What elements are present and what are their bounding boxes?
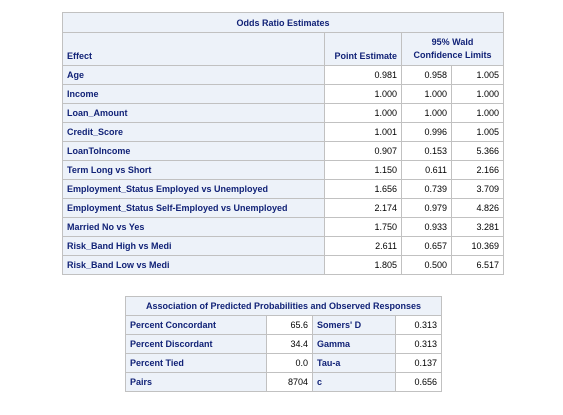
lower-limit-value: 0.153 bbox=[401, 141, 452, 161]
effect-label: Income bbox=[62, 84, 325, 104]
confidence-header-line1: 95% Wald bbox=[431, 37, 474, 47]
table-row: Credit_Score 1.001 0.996 1.005 bbox=[62, 122, 505, 142]
statistic-label: Gamma bbox=[312, 334, 396, 354]
statistic-value: 34.4 bbox=[266, 334, 313, 354]
statistic-value: 0.137 bbox=[394, 353, 443, 373]
association-title: Association of Predicted Probabilities a… bbox=[124, 296, 443, 316]
statistic-value: 0.313 bbox=[394, 334, 443, 354]
statistic-label: Somers' D bbox=[312, 315, 396, 335]
table-row: LoanToIncome 0.907 0.153 5.366 bbox=[62, 141, 505, 161]
table-row: Percent Concordant 65.6 Somers' D 0.313 bbox=[125, 315, 443, 335]
lower-limit-value: 0.739 bbox=[401, 179, 452, 199]
upper-limit-value: 1.005 bbox=[450, 122, 505, 142]
upper-limit-value: 5.366 bbox=[450, 141, 505, 161]
lower-limit-value: 1.000 bbox=[401, 103, 452, 123]
effect-label: Credit_Score bbox=[62, 122, 325, 142]
odds-ratio-title: Odds Ratio Estimates bbox=[61, 12, 505, 33]
effect-label: Term Long vs Short bbox=[62, 160, 325, 180]
point-estimate-value: 1.805 bbox=[324, 255, 402, 275]
table-row: Risk_Band High vs Medi 2.611 0.657 10.369 bbox=[62, 236, 505, 256]
statistic-value: 65.6 bbox=[266, 315, 313, 335]
effect-column-header: Effect bbox=[62, 32, 325, 66]
statistic-value: 8704 bbox=[266, 372, 313, 392]
odds-ratio-table: Odds Ratio Estimates Effect Point Estima… bbox=[61, 12, 505, 275]
statistic-label: Percent Concordant bbox=[125, 315, 267, 335]
lower-limit-value: 0.611 bbox=[401, 160, 452, 180]
table-row: Term Long vs Short 1.150 0.611 2.166 bbox=[62, 160, 505, 180]
association-table: Association of Predicted Probabilities a… bbox=[124, 296, 443, 392]
statistic-label: Percent Discordant bbox=[125, 334, 267, 354]
point-estimate-value: 1.656 bbox=[324, 179, 402, 199]
lower-limit-value: 1.000 bbox=[401, 84, 452, 104]
association-caption-row: Association of Predicted Probabilities a… bbox=[124, 296, 443, 316]
effect-label: LoanToIncome bbox=[62, 141, 325, 161]
table-row: Income 1.000 1.000 1.000 bbox=[62, 84, 505, 104]
statistic-value: 0.0 bbox=[266, 353, 313, 373]
effect-label: Age bbox=[62, 65, 325, 85]
odds-ratio-header-row: Effect Point Estimate 95% Wald Confidenc… bbox=[62, 32, 505, 66]
table-row: Age 0.981 0.958 1.005 bbox=[62, 65, 505, 85]
statistic-value: 0.313 bbox=[394, 315, 443, 335]
lower-limit-value: 0.657 bbox=[401, 236, 452, 256]
upper-limit-value: 4.826 bbox=[450, 198, 505, 218]
table-row: Percent Tied 0.0 Tau-a 0.137 bbox=[125, 353, 443, 373]
table-row: Percent Discordant 34.4 Gamma 0.313 bbox=[125, 334, 443, 354]
statistic-label: Percent Tied bbox=[125, 353, 267, 373]
association-body: Association of Predicted Probabilities a… bbox=[124, 296, 443, 392]
effect-label: Risk_Band High vs Medi bbox=[62, 236, 325, 256]
statistic-value: 0.656 bbox=[394, 372, 443, 392]
point-estimate-value: 0.981 bbox=[324, 65, 402, 85]
odds-ratio-body: Odds Ratio Estimates Effect Point Estima… bbox=[61, 12, 505, 275]
point-estimate-value: 0.907 bbox=[324, 141, 402, 161]
point-estimate-value: 1.150 bbox=[324, 160, 402, 180]
upper-limit-value: 1.005 bbox=[450, 65, 505, 85]
statistic-label: c bbox=[312, 372, 396, 392]
table-row: Married No vs Yes 1.750 0.933 3.281 bbox=[62, 217, 505, 237]
confidence-limits-column-header: 95% Wald Confidence Limits bbox=[400, 32, 505, 66]
table-row: Pairs 8704 c 0.656 bbox=[125, 372, 443, 392]
effect-label: Employment_Status Self-Employed vs Unemp… bbox=[62, 198, 325, 218]
point-estimate-value: 2.611 bbox=[324, 236, 402, 256]
lower-limit-value: 0.979 bbox=[401, 198, 452, 218]
point-estimate-column-header: Point Estimate bbox=[324, 32, 402, 66]
table-row: Employment_Status Employed vs Unemployed… bbox=[62, 179, 505, 199]
effect-label: Employment_Status Employed vs Unemployed bbox=[62, 179, 325, 199]
point-estimate-value: 1.000 bbox=[324, 103, 402, 123]
table-row: Risk_Band Low vs Medi 1.805 0.500 6.517 bbox=[62, 255, 505, 275]
lower-limit-value: 0.996 bbox=[401, 122, 452, 142]
odds-ratio-caption-row: Odds Ratio Estimates bbox=[61, 12, 505, 33]
statistic-label: Tau-a bbox=[312, 353, 396, 373]
upper-limit-value: 6.517 bbox=[450, 255, 505, 275]
table-row: Employment_Status Self-Employed vs Unemp… bbox=[62, 198, 505, 218]
point-estimate-value: 1.750 bbox=[324, 217, 402, 237]
effect-label: Married No vs Yes bbox=[62, 217, 325, 237]
point-estimate-value: 2.174 bbox=[324, 198, 402, 218]
upper-limit-value: 1.000 bbox=[450, 103, 505, 123]
statistic-label: Pairs bbox=[125, 372, 267, 392]
lower-limit-value: 0.500 bbox=[401, 255, 452, 275]
lower-limit-value: 0.958 bbox=[401, 65, 452, 85]
upper-limit-value: 10.369 bbox=[450, 236, 505, 256]
upper-limit-value: 3.709 bbox=[450, 179, 505, 199]
confidence-header-line2: Confidence Limits bbox=[413, 50, 492, 60]
lower-limit-value: 0.933 bbox=[401, 217, 452, 237]
effect-label: Loan_Amount bbox=[62, 103, 325, 123]
upper-limit-value: 2.166 bbox=[450, 160, 505, 180]
upper-limit-value: 1.000 bbox=[450, 84, 505, 104]
point-estimate-value: 1.000 bbox=[324, 84, 402, 104]
point-estimate-value: 1.001 bbox=[324, 122, 402, 142]
table-row: Loan_Amount 1.000 1.000 1.000 bbox=[62, 103, 505, 123]
effect-label: Risk_Band Low vs Medi bbox=[62, 255, 325, 275]
upper-limit-value: 3.281 bbox=[450, 217, 505, 237]
